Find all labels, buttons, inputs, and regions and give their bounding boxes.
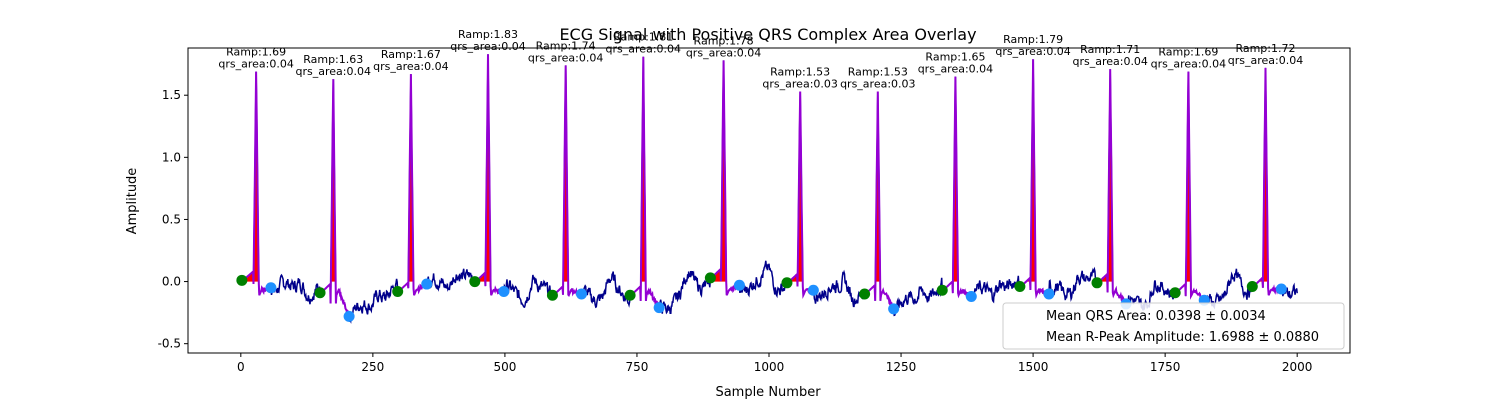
qrs-onset-marker [1091,277,1103,289]
qrs-offset-marker [421,278,433,290]
qrs-onset-marker [936,284,948,296]
qrs-offset-marker [1043,288,1055,300]
qrs-offset-marker [807,284,819,296]
legend-entry-qrs-area: Mean QRS Area: 0.0398 ± 0.0034 [1046,309,1266,324]
x-tick-label: 1750 [1150,360,1181,374]
y-axis-label: Amplitude [125,168,140,235]
ramp-annotation: Ramp:1.53 [770,65,830,78]
qrs-onset-marker [704,272,716,284]
qrs-onset-marker [546,289,558,301]
qrs-area-fill [787,91,814,282]
x-tick-label: 1250 [886,360,917,374]
x-tick-label: 1000 [754,360,785,374]
chart-title: ECG Signal with Positive QRS Complex Are… [559,25,976,44]
qrs-offset-marker [498,286,510,298]
ramp-annotation: Ramp:1.72 [1235,42,1295,55]
qrs-area-annotation: qrs_area:0.04 [686,46,761,59]
qrs-segment-line [1174,71,1206,301]
x-axis-ticks: 0 250 500 750 1000 1250 1500 1750 2000 [237,353,1312,374]
ramp-annotation: Ramp:1.53 [848,65,908,78]
x-tick-label: 1500 [1018,360,1049,374]
qrs-area-annotation: qrs_area:0.04 [450,40,525,53]
qrs-onset-marker [859,288,871,300]
ramp-annotation: Ramp:1.69 [226,46,286,59]
ramp-annotation: Ramp:1.83 [458,28,518,41]
qrs-area-annotation: qrs_area:0.03 [762,77,837,90]
ramp-annotation: Ramp:1.78 [694,34,754,47]
qrs-area-annotation: qrs_area:0.04 [218,58,293,71]
qrs-area-annotation: qrs_area:0.04 [1072,55,1147,68]
qrs-segment-line [863,91,895,312]
qrs-offset-marker [1275,283,1287,295]
qrs-offset-marker [265,282,277,294]
ramp-annotation: Ramp:1.79 [1003,33,1063,46]
qrs-onset-marker [624,289,636,301]
qrs-area-annotation: qrs_area:0.04 [995,45,1070,58]
ramp-annotation: Ramp:1.81 [613,31,673,44]
ramp-annotation: Ramp:1.69 [1158,46,1218,59]
x-tick-label: 2000 [1282,360,1313,374]
qrs-offset-marker [343,310,355,322]
ramp-annotation: Ramp:1.67 [381,48,441,61]
qrs-offset-marker [733,279,745,291]
qrs-offset-marker [965,290,977,302]
y-tick-label: 1.5 [162,88,181,102]
qrs-onset-marker [1014,281,1026,293]
y-axis-ticks: -0.5 0.0 0.5 1.0 1.5 [158,88,188,351]
qrs-onset-marker [236,274,248,286]
legend-entry-r-peak-amplitude: Mean R-Peak Amplitude: 1.6988 ± 0.0880 [1046,330,1319,345]
y-tick-label: 0.5 [162,212,181,226]
qrs-segment-line [629,56,660,310]
x-tick-label: 500 [493,360,516,374]
y-tick-label: -0.5 [158,337,181,351]
qrs-offset-marker [575,288,587,300]
x-tick-label: 0 [237,360,245,374]
legend: Mean QRS Area: 0.0398 ± 0.0034 Mean R-Pe… [1002,302,1345,350]
ramp-annotation: Ramp:1.71 [1080,43,1140,56]
qrs-area-annotation: qrs_area:0.04 [373,60,448,73]
qrs-offset-marker [888,303,900,315]
ramp-annotation: Ramp:1.74 [536,39,596,52]
qrs-area-annotation: qrs_area:0.04 [1228,54,1303,67]
qrs-onset-marker [392,286,404,298]
qrs-area-annotation: qrs_area:0.04 [528,51,603,64]
y-tick-label: 1.0 [162,150,181,164]
qrs-area-annotation: qrs_area:0.04 [296,65,371,78]
qrs-onset-marker [1169,287,1181,299]
qrs-segment-line [319,79,351,317]
qrs-segment-line [1096,69,1128,305]
x-tick-label: 750 [626,360,649,374]
qrs-area-annotation: qrs_area:0.04 [606,43,681,56]
qrs-onset-marker [314,287,326,299]
qrs-area-annotation: qrs_area:0.04 [1151,58,1226,71]
qrs-area-annotation: qrs_area:0.04 [918,63,993,76]
legend-box [1002,302,1345,350]
x-axis-label: Sample Number [715,385,821,400]
x-tick-label: 250 [361,360,384,374]
qrs-offset-marker [653,302,665,314]
qrs-onset-marker [781,277,793,289]
qrs-onset-marker [469,276,481,288]
ramp-annotation: Ramp:1.65 [925,51,985,64]
qrs-area-annotation: qrs_area:0.03 [840,77,915,90]
qrs-area-fill [241,71,271,282]
y-tick-label: 0.0 [162,275,181,289]
ramp-annotation: Ramp:1.63 [303,53,363,66]
qrs-onset-marker [1246,281,1258,293]
